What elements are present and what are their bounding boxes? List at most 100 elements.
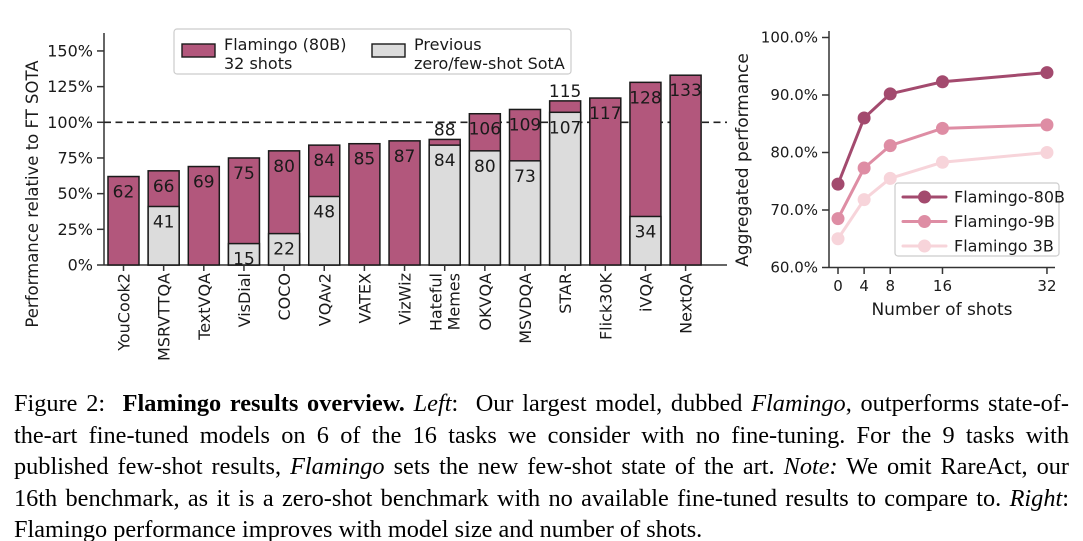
value-label-previous: 84 — [434, 151, 456, 171]
marker-Flamingo-9B-shot16 — [935, 121, 949, 135]
y-tick-label: 70.0% — [770, 201, 818, 219]
x-tick-label: 4 — [859, 277, 869, 295]
marker-Flamingo-9B-shot8 — [883, 139, 897, 153]
y-tick-label: 60.0% — [770, 259, 818, 277]
y-tick-label: 90.0% — [770, 86, 818, 104]
legend-marker-Flamingo-80B — [918, 190, 931, 204]
value-label-flamingo: 133 — [669, 81, 701, 101]
y-tick-label: 75% — [57, 148, 93, 167]
category-label: VQAv2 — [315, 273, 334, 326]
value-label-flamingo: 106 — [469, 120, 501, 140]
marker-Flamingo-9B-shot0 — [831, 212, 845, 226]
bar-previous-sota-VQAv2 — [308, 195, 341, 266]
x-tick-label: 16 — [933, 277, 952, 295]
caption-segment: We omit RareAct, our 16th benchmark, as … — [14, 453, 1069, 512]
bar-flamingo-YouCook2 — [107, 175, 140, 266]
caption-segment: Note: — [783, 453, 838, 481]
legend-label: Flamingo 3B — [954, 237, 1054, 256]
caption-segment: Left — [413, 390, 452, 417]
bar-previous-sota-STAR — [548, 111, 582, 266]
caption-segment: Flamingo — [751, 390, 846, 417]
marker-Flamingo-80B-shot8 — [883, 87, 897, 101]
category-label: STAR — [556, 273, 575, 314]
left-bar-chart: 0% 25% 50% 75% 100% 125% 150% Performance relat… — [23, 28, 727, 361]
value-label-flamingo: 80 — [273, 157, 295, 177]
marker-Flamingo 3B-shot0 — [831, 232, 845, 246]
value-label-flamingo: 75 — [233, 164, 255, 184]
value-label-previous: 41 — [153, 212, 175, 232]
bar-previous-sota-OKVQA — [468, 150, 502, 266]
value-label-flamingo: 88 — [434, 120, 456, 140]
bar-previous-sota-COCO — [267, 232, 301, 266]
caption-segment: : Flamingo performance improves with mod… — [14, 484, 1069, 541]
category-label: Memes — [445, 273, 464, 330]
value-label-flamingo: 62 — [113, 183, 135, 203]
value-label-previous: 15 — [233, 250, 255, 270]
bar-previous-sota-Hateful Memes — [428, 144, 461, 266]
legend-label: Previous — [414, 35, 482, 54]
y-tick-label: 25% — [57, 220, 93, 239]
value-label-flamingo: 87 — [394, 147, 416, 167]
legend-swatch-flamingo — [181, 43, 216, 58]
marker-Flamingo-9B-shot4 — [857, 161, 871, 175]
category-label: VizWiz — [396, 273, 415, 325]
bar-flamingo-TextVQA — [187, 165, 221, 266]
value-label-flamingo: 115 — [549, 82, 581, 102]
marker-Flamingo 3B-shot32 — [1040, 146, 1054, 159]
bar-flamingo-VizWiz — [388, 140, 421, 266]
category-label: VisDial — [235, 273, 254, 327]
category-label: iVQA — [636, 273, 655, 312]
bar-flamingo-VATEX — [348, 142, 381, 266]
value-label-previous: 22 — [273, 240, 295, 260]
right-line-chart: 60.0% 70.0% 80.0% 90.0% 100.0% 0 4 8 16 32 Number … — [733, 29, 1065, 321]
category-label: Hateful — [427, 273, 446, 331]
marker-Flamingo-9B-shot32 — [1040, 118, 1054, 132]
category-label: VATEX — [355, 273, 374, 324]
value-label-flamingo: 69 — [193, 173, 215, 193]
value-label-previous: 73 — [514, 167, 536, 187]
bar-previous-sota-iVQA — [629, 215, 662, 266]
caption-segment: Flamingo — [290, 453, 385, 481]
category-label: MSVDQA — [516, 273, 535, 344]
legend-label: Flamingo-9B — [954, 212, 1055, 231]
category-label: COCO — [275, 273, 294, 321]
y-tick-label: 0% — [68, 256, 93, 275]
x-tick-label: 0 — [833, 277, 843, 295]
value-label-flamingo: 66 — [153, 177, 175, 197]
caption-segment: Figure 2: — [14, 390, 123, 417]
figure-caption: Figure 2: Flamingo results overview. Lef… — [14, 388, 1069, 541]
y-tick-label: 80.0% — [770, 144, 818, 162]
value-label-flamingo: 117 — [589, 104, 621, 124]
y-tick-label: 150% — [47, 41, 93, 60]
y-axis-title: Aggregated performance — [733, 53, 753, 267]
bar-flamingo-NextQA — [669, 74, 702, 266]
legend-label: Flamingo (80B) — [224, 35, 346, 54]
y-tick-label: 100.0% — [761, 29, 818, 47]
marker-Flamingo-80B-shot16 — [935, 75, 949, 89]
y-tick-label: 100% — [47, 113, 93, 132]
marker-Flamingo-80B-shot32 — [1040, 66, 1054, 80]
category-label: NextQA — [677, 273, 696, 334]
marker-Flamingo-80B-shot0 — [831, 177, 845, 191]
category-label: YouCook2 — [115, 273, 134, 352]
x-axis-title: Number of shots — [871, 300, 1012, 320]
caption-segment — [405, 390, 414, 417]
value-label-flamingo: 85 — [354, 150, 376, 170]
marker-Flamingo 3B-shot4 — [857, 193, 871, 207]
value-label-previous: 107 — [549, 118, 581, 138]
marker-Flamingo-80B-shot4 — [857, 111, 871, 125]
category-label: Flick30K — [596, 273, 615, 341]
caption-segment: sets the new few-shot state of the art. — [384, 453, 784, 481]
legend-marker-Flamingo 3B — [918, 239, 931, 253]
legend-marker-Flamingo-9B — [918, 215, 931, 228]
bar-previous-sota-MSRVTTQA — [147, 205, 180, 266]
value-label-flamingo: 84 — [313, 151, 335, 171]
legend-box — [894, 182, 1060, 257]
value-label-previous: 34 — [635, 222, 657, 242]
value-label-previous: 80 — [474, 157, 496, 177]
y-axis-title: Performance relative to FT SOTA — [23, 60, 42, 328]
value-label-previous: 48 — [313, 203, 335, 223]
y-tick-label: 125% — [47, 77, 93, 96]
bar-flamingo-Flick30K — [589, 97, 622, 266]
